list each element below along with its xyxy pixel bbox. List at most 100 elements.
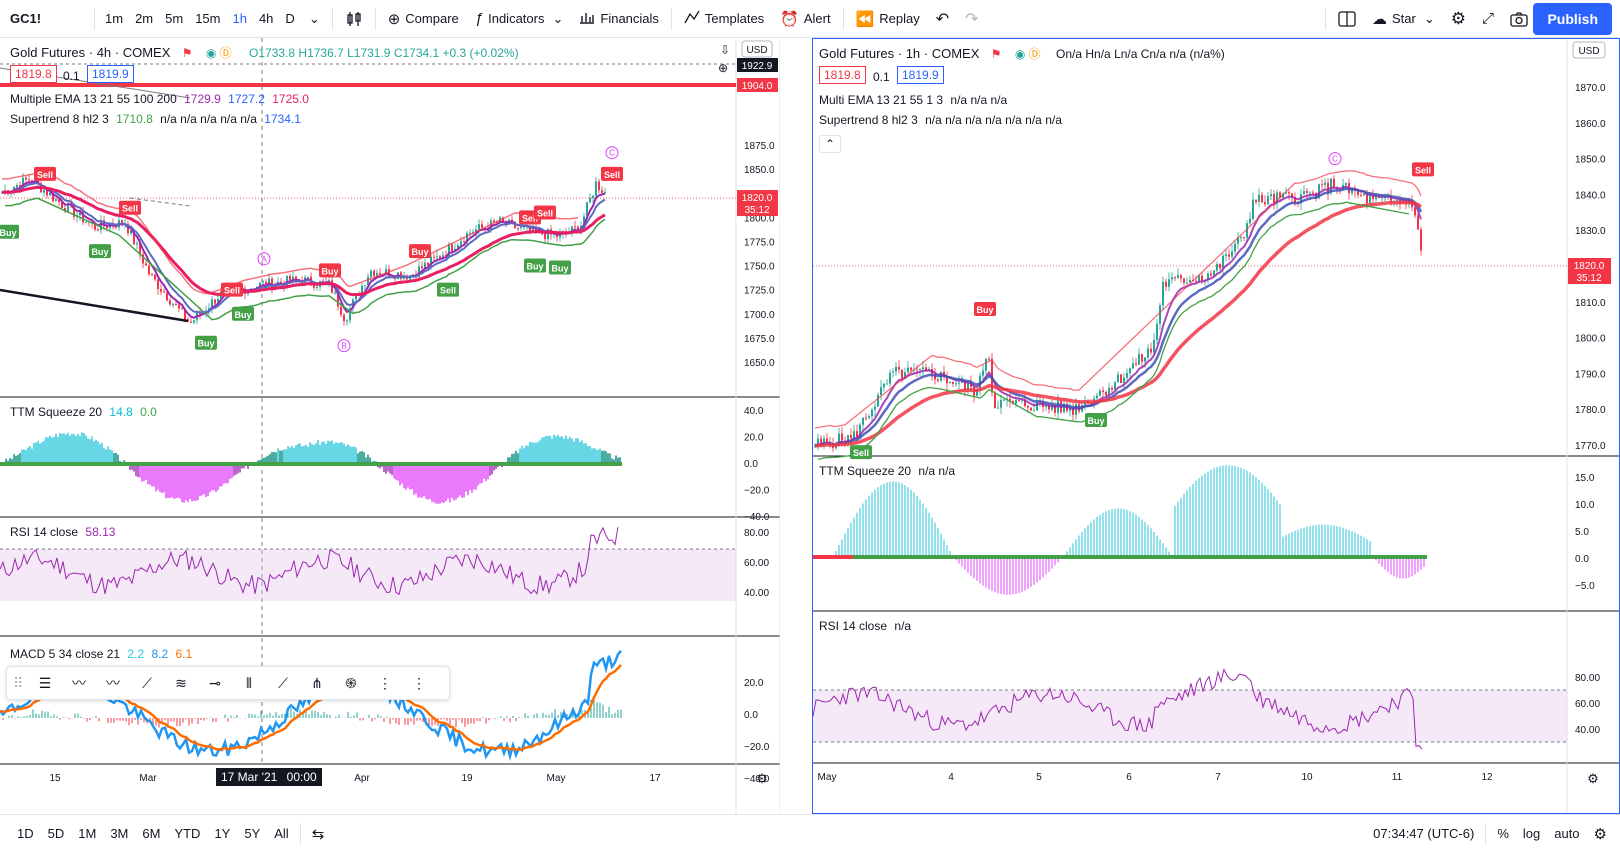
range-YTD[interactable]: YTD [174, 826, 201, 841]
supertrend-value-na: n/a n/a n/a n/a n/a [160, 112, 257, 126]
indicators-label: Indicators [488, 11, 545, 26]
range-5Y[interactable]: 5Y [244, 826, 261, 841]
right-buy-price-box[interactable]: 1819.9 [897, 66, 944, 84]
flag-icon[interactable]: ⚑ [990, 47, 1002, 61]
right-ttm-legend[interactable]: TTM Squeeze 20 n/a n/a [819, 464, 955, 478]
right-symbol-title[interactable]: Gold Futures · 1h · COMEX [819, 46, 980, 61]
candle-body [1309, 192, 1311, 194]
layout-icon[interactable] [1330, 0, 1364, 38]
collapse-legend-chevron-up-icon[interactable]: ⌃ [819, 135, 841, 153]
timeframe-5m[interactable]: 5m [165, 11, 184, 26]
left-supertrend-legend[interactable]: Supertrend 8 hl2 3 1710.8 n/a n/a n/a n/… [10, 112, 301, 126]
left-chart-canvas[interactable]: USD⇩1875.01850.01825.01800.01775.01750.0… [0, 38, 780, 814]
range-3M[interactable]: 3M [110, 826, 129, 841]
flag-icon[interactable]: ⚑ [181, 46, 193, 60]
compare-button[interactable]: ⊕ Compare [380, 0, 467, 38]
price-tick: 1830.0 [1575, 226, 1606, 237]
left-chart[interactable]: USD⇩1875.01850.01825.01800.01775.01750.0… [0, 38, 780, 814]
left-symbol-title[interactable]: Gold Futures · 4h · COMEX [10, 45, 171, 60]
timeframe-1h[interactable]: 1h [232, 11, 247, 26]
left-macd-legend[interactable]: MACD 5 34 close 21 2.2 8.2 6.1 [10, 647, 192, 661]
redo-icon[interactable]: ↷ [965, 10, 979, 28]
delayed-icon: Ⓓ [1028, 47, 1041, 61]
fullscreen-icon[interactable]: ⤢ [1481, 10, 1494, 27]
star-button[interactable]: ☁ Star ⌄ [1364, 0, 1443, 38]
timeframe-15m[interactable]: 15m [195, 11, 221, 26]
abcd-pattern-icon[interactable]: 〰 [106, 675, 120, 691]
wave-label-circle [605, 146, 619, 160]
indicators-button[interactable]: ƒ Indicators ⌄ [467, 0, 572, 38]
ttm-tick: −20.0 [744, 486, 770, 497]
parallel-channel-icon[interactable]: ☰ [38, 674, 52, 691]
right-chart[interactable]: USD 1870.0 1860.0 1850.0 1840.0 1830.0 1810.0 1… [812, 38, 1620, 814]
long-position-icon[interactable]: ⋮ [378, 674, 392, 691]
candle-body [1231, 251, 1233, 257]
timeframe-2m[interactable]: 2m [135, 11, 154, 26]
left-rsi-legend[interactable]: RSI 14 close 58.13 [10, 525, 115, 539]
candle-body [886, 383, 888, 385]
candle-body [1345, 182, 1347, 185]
cloud-icon: ☁ [1371, 10, 1387, 28]
candle-style-icon[interactable] [337, 0, 371, 38]
fib-retracement-icon[interactable]: ≋ [175, 674, 187, 691]
templates-icon [684, 10, 700, 28]
symbol-search[interactable]: GC1! [10, 11, 42, 26]
candle-body [1126, 373, 1128, 378]
signal-buy-marker [89, 244, 111, 259]
candle-body [85, 221, 87, 223]
timeframe-4h[interactable]: 4h [258, 11, 274, 26]
financials-button[interactable]: Financials [571, 0, 667, 38]
range-5D[interactable]: 5D [47, 826, 65, 841]
fib-spiral-icon[interactable]: ֍ [345, 674, 357, 691]
drag-handle-icon[interactable]: ⠿ [13, 674, 24, 691]
range-All[interactable]: All [274, 826, 289, 841]
timeframe-1m[interactable]: 1m [105, 11, 124, 26]
alert-button[interactable]: ⏰ Alert [772, 0, 838, 38]
clock-timezone[interactable]: 07:34:47 (UTC-6) [1373, 826, 1475, 841]
publish-button[interactable]: Publish [1533, 3, 1612, 35]
log-toggle[interactable]: log [1522, 826, 1541, 841]
goto-date-icon[interactable]: ⇆ [311, 825, 325, 843]
templates-button[interactable]: Templates [676, 0, 772, 38]
timeframe-D[interactable]: D [285, 11, 295, 26]
left-sell-price-box[interactable]: 1819.8 [10, 65, 57, 83]
right-chart-canvas[interactable]: USD 1870.0 1860.0 1850.0 1840.0 1830.0 1810.0 1… [813, 39, 1619, 813]
left-ttm-legend[interactable]: TTM Squeeze 20 14.8 0.0 [10, 405, 157, 419]
candle-body [385, 268, 387, 275]
percent-toggle[interactable]: % [1497, 826, 1509, 841]
candle-body [1048, 405, 1050, 410]
left-buy-price-box[interactable]: 1819.9 [87, 65, 134, 83]
right-supertrend-legend[interactable]: Supertrend 8 hl2 3 n/a n/a n/a n/a n/a n… [819, 113, 1062, 127]
candle-body [604, 191, 606, 193]
line-tool-icon[interactable]: ⟋ [278, 674, 288, 691]
settings-gear-icon[interactable]: ⚙ [1450, 8, 1466, 28]
pitchfork-icon[interactable]: ⋔ [311, 674, 323, 691]
range-1D[interactable]: 1D [17, 826, 34, 841]
ttm-tick: 40.0 [744, 406, 764, 417]
replay-button[interactable]: ⏪ Replay [848, 0, 928, 38]
timeframe-dropdown-icon[interactable]: ⌄ [308, 10, 320, 26]
range-1Y[interactable]: 1Y [214, 826, 231, 841]
candle-body [160, 289, 162, 292]
candle-body [1171, 277, 1173, 280]
range-6M[interactable]: 6M [142, 826, 161, 841]
signal-label: Buy [551, 263, 568, 273]
right-rsi-legend[interactable]: RSI 14 close n/a [819, 619, 911, 633]
horizontal-ray-icon[interactable]: ⊸ [209, 674, 221, 691]
trend-line-icon[interactable]: ⟋ [142, 674, 152, 691]
camera-icon[interactable] [1502, 0, 1536, 38]
right-ema-legend[interactable]: Multi EMA 13 21 55 1 3 n/a n/a n/a [819, 93, 1007, 107]
undo-icon[interactable]: ↶ [935, 10, 950, 28]
candle-body [1015, 400, 1017, 404]
settings-gear-icon[interactable]: ⚙ [1593, 825, 1607, 843]
auto-toggle[interactable]: auto [1554, 826, 1580, 841]
right-sell-price-box[interactable]: 1819.8 [819, 66, 866, 84]
price-range-icon[interactable]: ⋮ [412, 674, 426, 691]
cycle-lines-icon[interactable]: ⦀ [245, 674, 253, 691]
range-1M[interactable]: 1M [78, 826, 97, 841]
left-ema-legend[interactable]: Multiple EMA 13 21 55 100 200 1729.9 172… [10, 92, 309, 106]
candle-body [1372, 195, 1374, 200]
signal-buy-marker [850, 445, 872, 460]
xabcd-pattern-icon[interactable]: 〰 [72, 675, 86, 691]
ttm-tick: 10.0 [1575, 500, 1595, 511]
